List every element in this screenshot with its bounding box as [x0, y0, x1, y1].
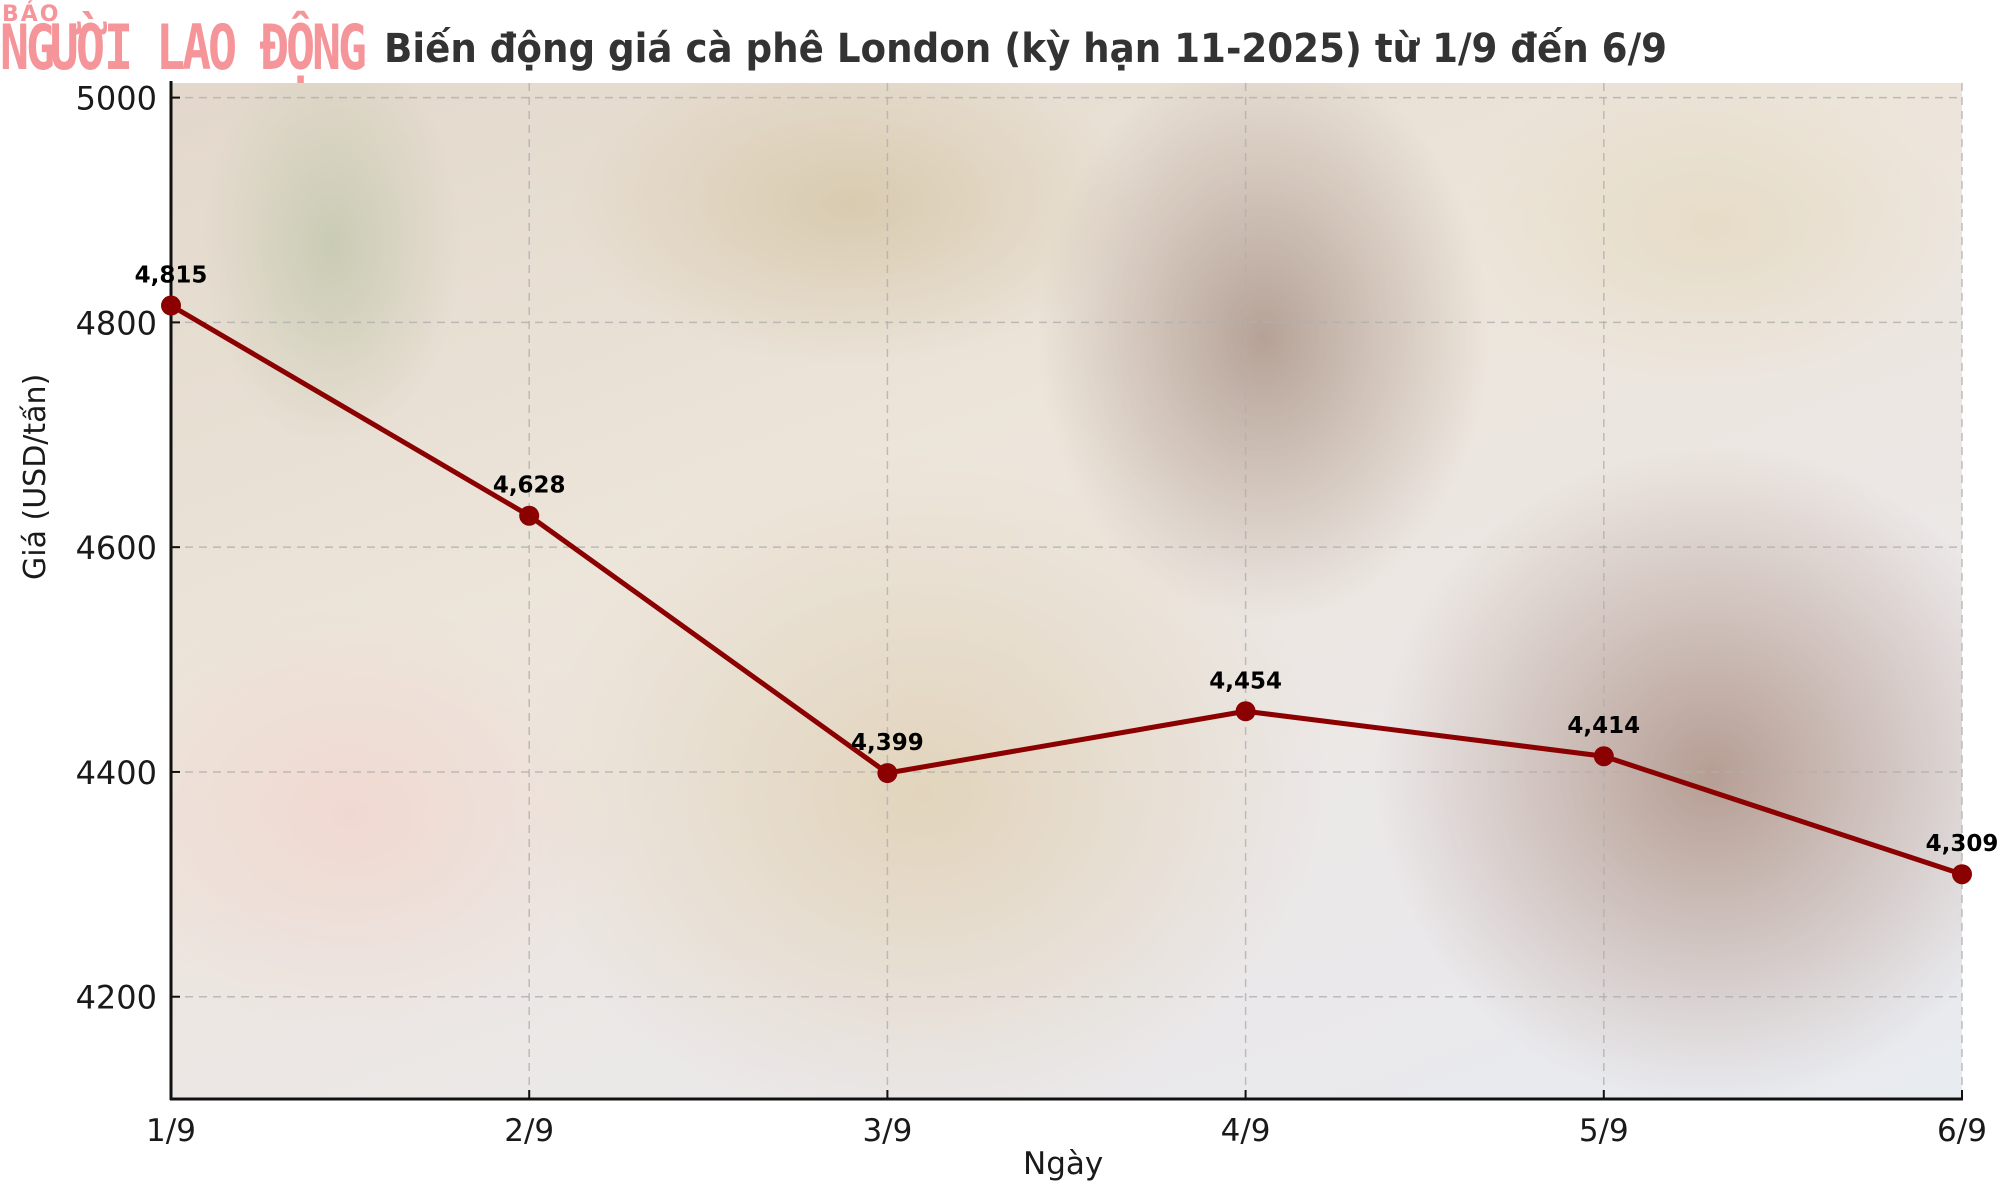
x-tick-label: 5/9 — [1579, 1113, 1629, 1149]
plot-wash — [171, 83, 1962, 1099]
data-point — [1235, 701, 1256, 722]
y-axis-label: Giá (USD/tấn) — [18, 373, 53, 580]
data-label: 4,454 — [1209, 668, 1282, 694]
y-axis-ticks: 4200 4400 4600 4800 5000 — [76, 80, 180, 1017]
data-label: 4,815 — [135, 263, 208, 289]
x-tick-label: 3/9 — [862, 1113, 912, 1149]
data-point — [161, 295, 181, 316]
data-point — [1952, 864, 1972, 885]
data-point-markers — [161, 295, 1972, 885]
data-point — [519, 505, 540, 526]
y-tick-label: 4800 — [76, 304, 157, 342]
axes — [169, 81, 1963, 1101]
x-axis-ticks: 1/9 2/9 3/9 4/9 5/9 6/9 — [146, 1090, 1987, 1149]
y-tick-label: 4400 — [76, 754, 157, 792]
x-tick-label: 4/9 — [1221, 1113, 1271, 1149]
data-label: 4,399 — [851, 730, 924, 756]
x-tick-label: 2/9 — [504, 1113, 554, 1149]
data-point — [1593, 746, 1614, 767]
chart-title: Biến động giá cà phê London (kỳ hạn 11-2… — [384, 26, 1668, 72]
x-tick-label: 6/9 — [1937, 1113, 1987, 1149]
price-line — [169, 303, 1963, 877]
plot-background-photo — [171, 83, 1962, 1099]
data-label: 4,414 — [1567, 713, 1640, 739]
y-tick-label: 5000 — [76, 80, 157, 118]
data-label: 4,309 — [1926, 831, 1999, 857]
logo-wordmark: NGƯỜI LAO ĐỘNG — [0, 11, 367, 84]
data-label: 4,628 — [493, 473, 566, 499]
x-axis-label: Ngày — [1023, 1146, 1104, 1182]
x-tick-label: 1/9 — [146, 1113, 196, 1149]
y-tick-label: 4600 — [76, 529, 157, 567]
newspaper-logo: BÁO NGƯỜI LAO ĐỘNG — [0, 0, 410, 82]
data-point — [877, 763, 898, 784]
data-labels: 4,815 4,628 4,399 4,454 4,414 4,309 — [135, 263, 1999, 858]
logo-prefix: BÁO — [2, 2, 61, 27]
y-tick-label: 4200 — [76, 979, 157, 1017]
